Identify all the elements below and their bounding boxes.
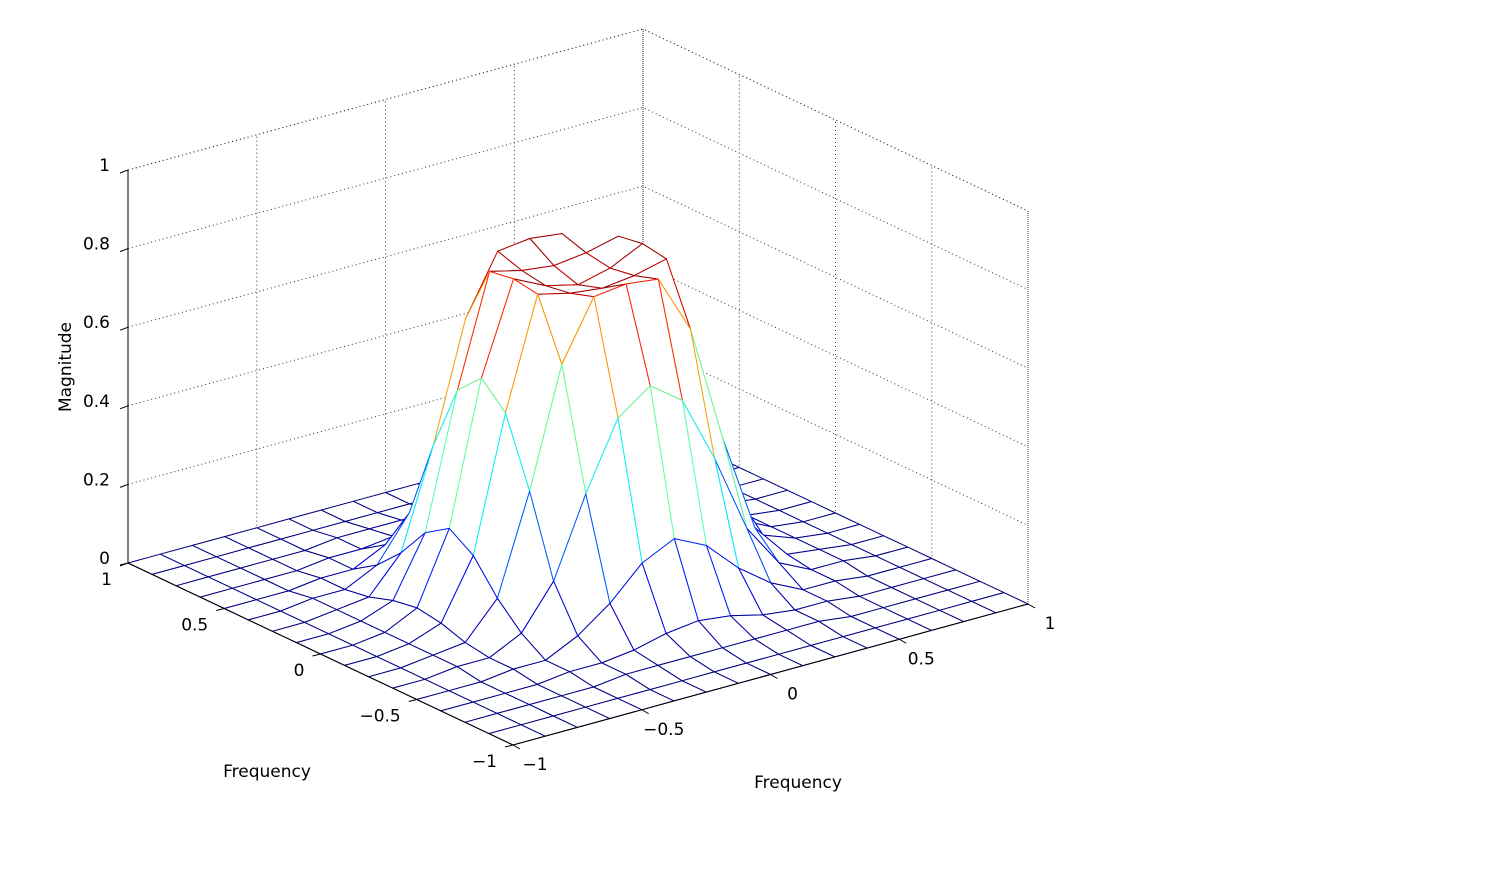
x-tick xyxy=(512,744,521,750)
x-tick-label: 0 xyxy=(787,685,798,705)
y-tick xyxy=(408,699,417,702)
y-tick-label: 0 xyxy=(294,661,305,681)
y-tick-label: −1 xyxy=(472,752,497,772)
x-tick xyxy=(641,709,649,715)
y-tick-label: 1 xyxy=(101,570,112,590)
x-tick xyxy=(1027,603,1036,609)
z-tick-label: 1 xyxy=(99,156,110,176)
y-axis-label: Frequency xyxy=(223,762,311,782)
x-tick xyxy=(770,674,778,679)
z-tick xyxy=(119,169,129,174)
y-tick xyxy=(504,744,514,748)
y-tick-label: −0.5 xyxy=(359,707,400,727)
y-tick xyxy=(312,653,321,657)
x-tick-label: 1 xyxy=(1045,614,1056,634)
z-tick-label: 0.2 xyxy=(83,470,110,490)
y-tick-label: 0.5 xyxy=(181,616,208,636)
x-tick-label: −0.5 xyxy=(643,720,684,740)
y-tick xyxy=(216,608,225,611)
x-tick-label: 0.5 xyxy=(908,649,935,669)
z-tick xyxy=(119,326,129,331)
z-tick-label: 0 xyxy=(99,549,110,569)
z-tick-label: 0.4 xyxy=(83,392,110,412)
x-tick xyxy=(899,638,907,644)
x-axis-label: Frequency xyxy=(754,773,842,793)
z-tick xyxy=(119,483,129,488)
z-tick-label: 0.6 xyxy=(83,313,110,333)
z-axis-label: Magnitude xyxy=(56,322,76,412)
x-tick-label: −1 xyxy=(522,755,547,775)
z-tick-label: 0.8 xyxy=(83,235,110,255)
y-tick xyxy=(119,562,129,566)
z-tick xyxy=(119,405,129,410)
z-tick xyxy=(119,248,129,253)
